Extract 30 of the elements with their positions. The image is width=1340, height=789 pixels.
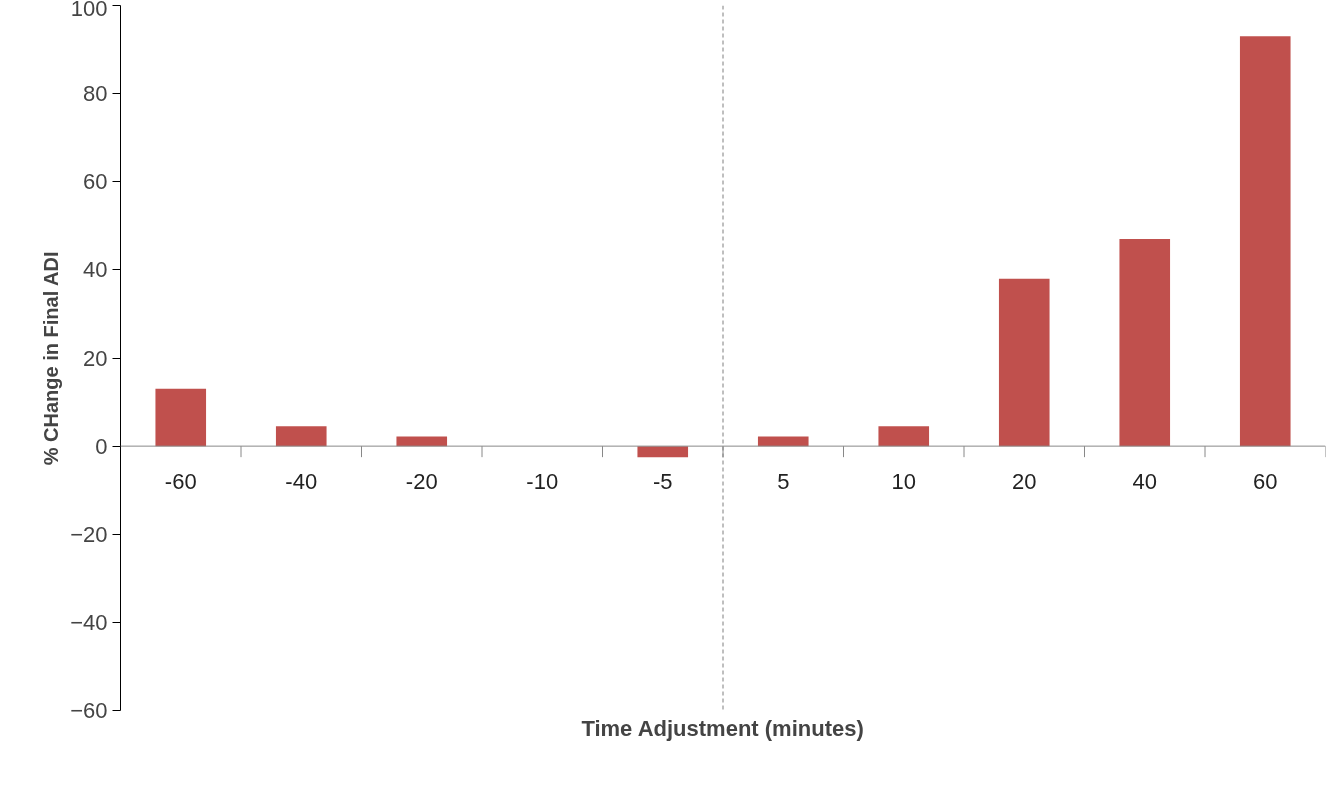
- y-tick-label: 80: [83, 81, 108, 107]
- x-tick-label: 60: [1253, 469, 1278, 495]
- y-tick-label: 100: [70, 0, 108, 21]
- x-tick-label: -40: [285, 469, 318, 495]
- bar: [275, 426, 327, 447]
- bar: [1239, 36, 1291, 447]
- y-tick-label: 20: [83, 345, 108, 371]
- y-tick-label: 60: [83, 169, 108, 195]
- bar: [757, 436, 809, 447]
- bar: [1119, 239, 1171, 447]
- bar: [155, 388, 207, 447]
- bar: [998, 278, 1050, 447]
- bar: [878, 426, 930, 447]
- y-tick-label: 0: [95, 433, 108, 459]
- x-tick-label: -10: [526, 469, 559, 495]
- y-tick-label: −20: [70, 521, 108, 547]
- y-tick-label: −40: [70, 609, 108, 635]
- bar: [396, 436, 448, 447]
- x-tick-label: -20: [405, 469, 438, 495]
- x-tick-label: -5: [652, 469, 673, 495]
- bar: [637, 446, 689, 458]
- x-tick-label: 20: [1012, 469, 1037, 495]
- x-tick-label: -60: [164, 469, 197, 495]
- y-tick-label: −60: [70, 698, 108, 723]
- x-tick-label: 40: [1132, 469, 1157, 495]
- x-tick-label: 5: [777, 469, 790, 495]
- x-axis-title: Time Adjustment (minutes): [581, 715, 864, 741]
- y-tick-label: 40: [83, 257, 108, 283]
- y-axis-title: % CHange in Final ADI: [40, 251, 63, 466]
- x-tick-label: 10: [891, 469, 916, 495]
